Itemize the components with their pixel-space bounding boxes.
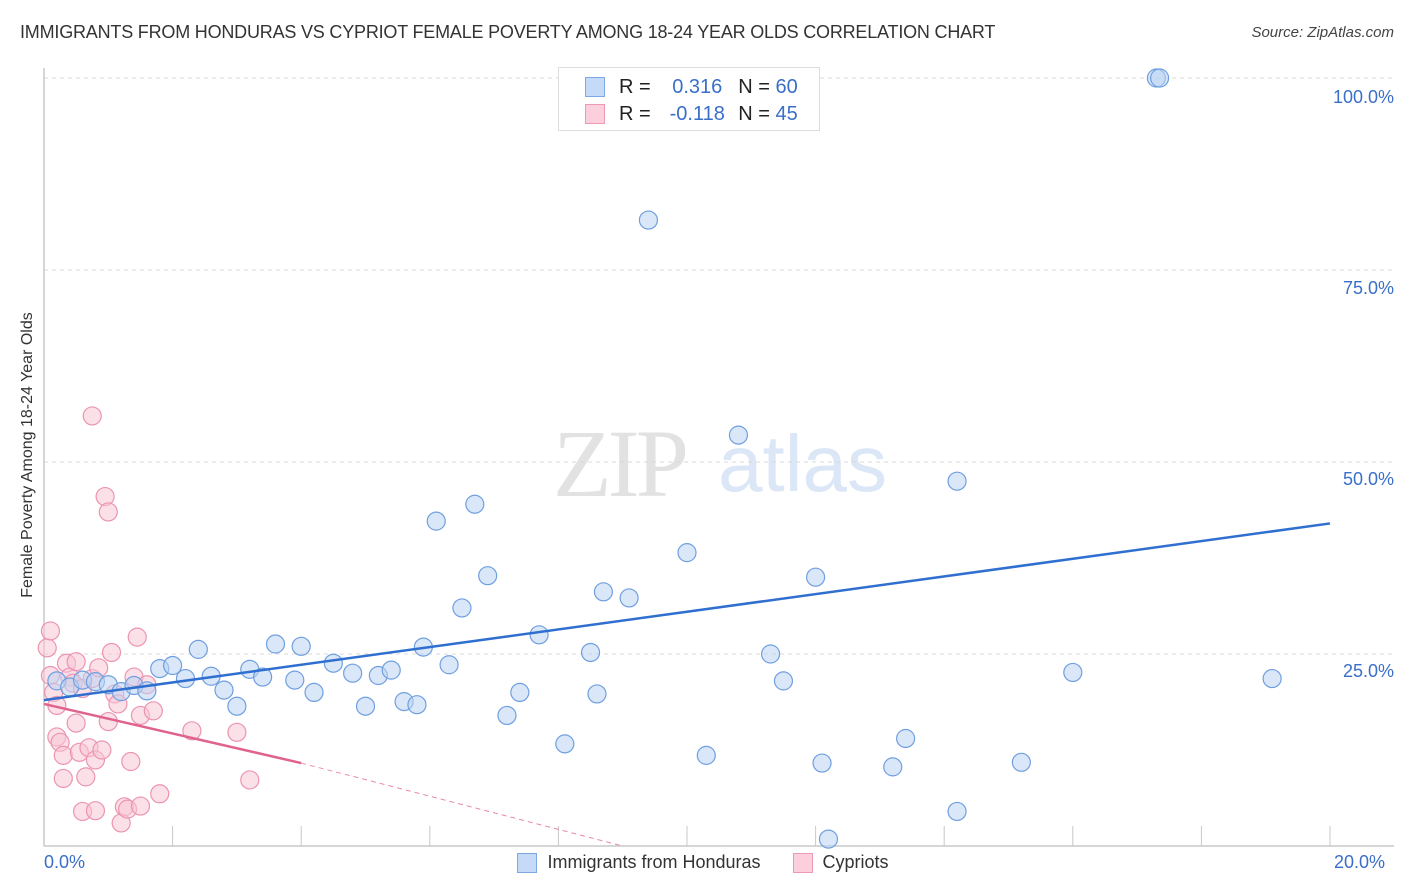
x-tick-min: 0.0% xyxy=(44,852,86,872)
x-tick-max: 20.0% xyxy=(1334,852,1386,872)
chart-title: IMMIGRANTS FROM HONDURAS VS CYPRIOT FEMA… xyxy=(20,22,996,42)
cypriots-swatch-icon xyxy=(585,104,605,124)
legend-row-honduras: R = 0.316 N = 60 xyxy=(585,75,798,99)
y-tick-100: 100.0% xyxy=(1332,87,1394,107)
cypriots-swatch-icon xyxy=(792,852,813,873)
correlation-legend: R = 0.316 N = 60 R = -0.118 N = 45 xyxy=(558,67,820,131)
n-label: N = xyxy=(738,75,770,98)
honduras-points xyxy=(47,68,1282,849)
source-label: Source: ZipAtlas.com xyxy=(1251,24,1394,41)
r-value: 0.316 xyxy=(672,75,723,98)
r-label: R = xyxy=(619,75,651,98)
legend-item-honduras[interactable]: Immigrants from Honduras xyxy=(517,852,761,873)
r-label: R = xyxy=(619,102,651,125)
legend-label: Cypriots xyxy=(822,852,889,872)
legend-item-cypriots[interactable]: Cypriots xyxy=(792,852,889,873)
trend-lines xyxy=(43,522,1331,847)
n-label: N = xyxy=(738,102,770,125)
gridlines xyxy=(44,77,1394,655)
y-tick-25: 25.0% xyxy=(1342,661,1394,681)
honduras-swatch-icon xyxy=(585,77,605,97)
r-value: -0.118 xyxy=(669,102,725,125)
cypriots-points xyxy=(37,406,260,833)
legend-label: Immigrants from Honduras xyxy=(547,852,761,872)
y-tick-75: 75.0% xyxy=(1342,278,1394,298)
legend-row-cypriots: R = -0.118 N = 45 xyxy=(585,102,798,126)
watermark-zip: ZIP xyxy=(553,410,689,517)
honduras-swatch-icon xyxy=(517,852,538,873)
axes xyxy=(43,68,1394,847)
y-tick-50: 50.0% xyxy=(1342,469,1394,489)
n-value: 45 xyxy=(775,102,798,125)
n-value: 60 xyxy=(775,75,798,98)
series-legend: Immigrants from Honduras Cypriots xyxy=(0,852,1406,873)
